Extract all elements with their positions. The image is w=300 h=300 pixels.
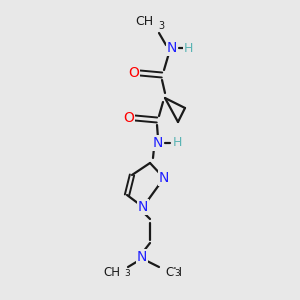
Text: N: N <box>159 171 169 185</box>
Text: H: H <box>183 41 193 55</box>
Text: CH: CH <box>103 266 120 278</box>
Text: O: O <box>129 66 140 80</box>
Text: O: O <box>124 111 134 125</box>
Text: N: N <box>153 136 163 150</box>
Text: 3: 3 <box>124 269 130 278</box>
Text: N: N <box>138 200 148 214</box>
Text: N: N <box>167 41 177 55</box>
Text: CH: CH <box>165 266 182 278</box>
Text: 3: 3 <box>158 21 164 31</box>
Text: H: H <box>172 136 182 149</box>
Text: 3: 3 <box>174 269 180 278</box>
Text: N: N <box>137 250 147 264</box>
Text: CH: CH <box>135 15 153 28</box>
